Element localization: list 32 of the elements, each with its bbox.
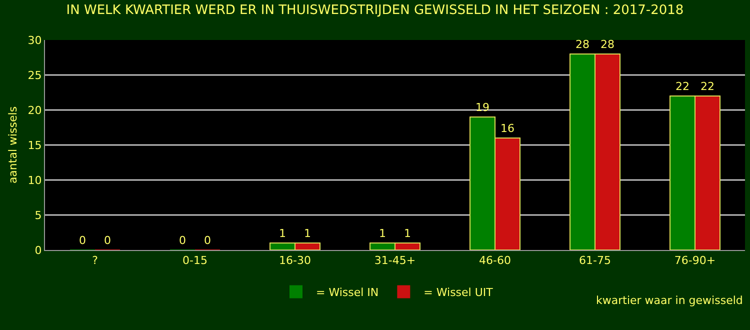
data-label: 22 [676, 80, 690, 93]
data-label: 28 [600, 38, 614, 51]
x-tick-label: 16-30 [279, 254, 311, 268]
data-label: 1 [304, 227, 311, 240]
data-label: 16 [500, 122, 514, 135]
data-label: 28 [576, 38, 590, 51]
chart-title: IN WELK KWARTIER WERD ER IN THUISWEDSTRIJDEN GEWISSELD IN HET SEIZOEN : 2017-2018 [66, 3, 684, 18]
y-tick-label: 10 [28, 174, 42, 187]
x-tick-label: 46-60 [479, 254, 511, 268]
x-tick-label: 0-15 [182, 254, 208, 268]
y-axis-title: aantal wissels [6, 106, 20, 184]
y-tick-label: 30 [28, 34, 42, 47]
x-tick-label: 76-90+ [674, 254, 716, 268]
data-label: 0 [104, 234, 111, 247]
data-label: 1 [379, 227, 386, 240]
x-tick-label: 61-75 [579, 254, 611, 268]
data-label: 0 [179, 234, 186, 247]
data-label: 1 [279, 227, 286, 240]
data-label: 0 [79, 234, 86, 247]
legend-label: = Wissel IN [316, 286, 379, 300]
y-tick-label: 0 [34, 244, 42, 257]
x-axis-title: kwartier waar in gewisseld [596, 294, 743, 307]
y-tick-label: 5 [34, 208, 42, 222]
x-tick-label: ? [92, 254, 98, 268]
data-label: 1 [404, 227, 411, 240]
data-label: 0 [204, 234, 211, 247]
y-tick-label: 25 [28, 68, 42, 82]
legend-label: = Wissel UIT [424, 286, 494, 300]
y-tick-label: 15 [28, 138, 42, 152]
x-tick-label: 31-45+ [374, 254, 416, 268]
y-tick-label: 20 [28, 104, 42, 117]
data-label: 22 [700, 80, 714, 93]
